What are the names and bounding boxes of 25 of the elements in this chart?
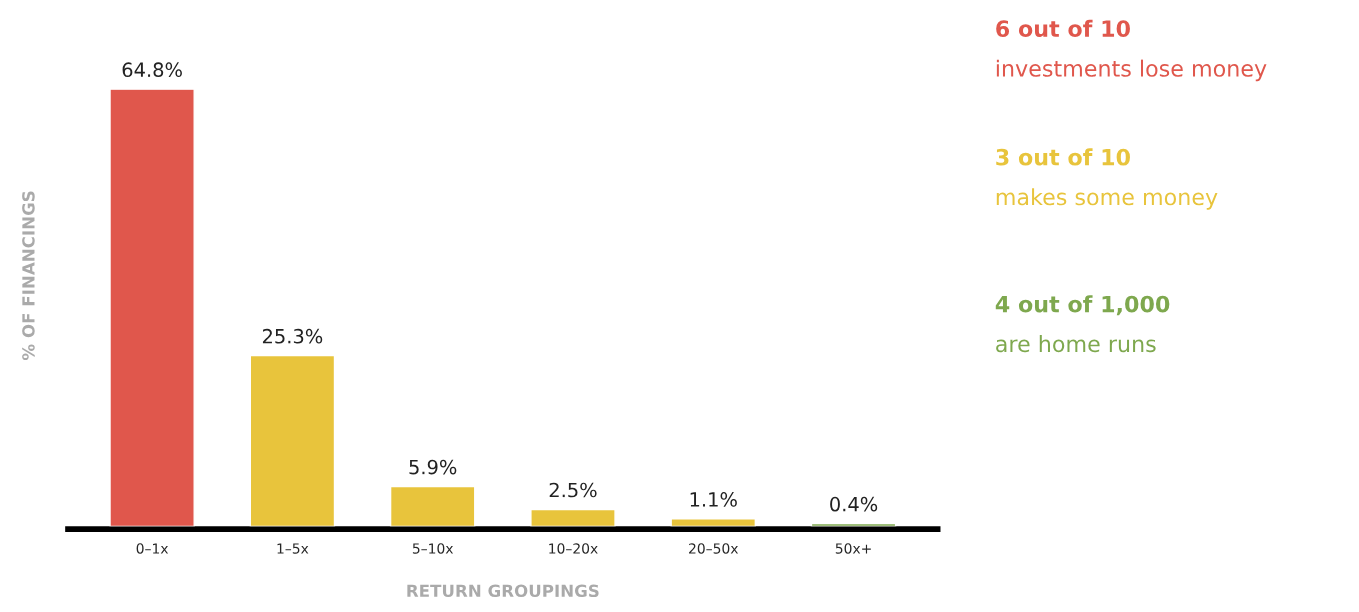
data-label: 5.9% [409, 459, 457, 475]
data-label: 64.8% [122, 62, 182, 78]
text: investments lose money [996, 59, 1267, 82]
x-axis-title: RETURN GROUPINGS [407, 584, 599, 598]
data-label: 2.5% [549, 482, 597, 498]
text: 4 out of 1,000 [995, 295, 1170, 316]
bar [109, 88, 195, 527]
data-label: 1.1% [690, 492, 737, 507]
x-tick-label: 0–1x [136, 543, 169, 554]
data-label: 25.3% [262, 328, 323, 344]
text: makes some money [996, 188, 1218, 210]
bar [249, 354, 336, 527]
x-tick-label: 20–50x [689, 543, 739, 554]
x-tick-label: 1–5x [277, 543, 309, 554]
y-axis-title: % OF FINANCINGS [22, 191, 35, 361]
data-label: 0.4% [830, 496, 878, 512]
x-tick-label: 50x+ [835, 543, 871, 554]
x-tick-label: 10–20x [549, 543, 598, 554]
text: 3 out of 10 [996, 148, 1130, 166]
x-tick-label: 5–10x [412, 543, 454, 554]
text: are home runs [996, 335, 1156, 353]
bar [670, 518, 757, 527]
bar [530, 508, 616, 527]
bar [389, 485, 476, 527]
text: 6 out of 10 [996, 19, 1130, 38]
